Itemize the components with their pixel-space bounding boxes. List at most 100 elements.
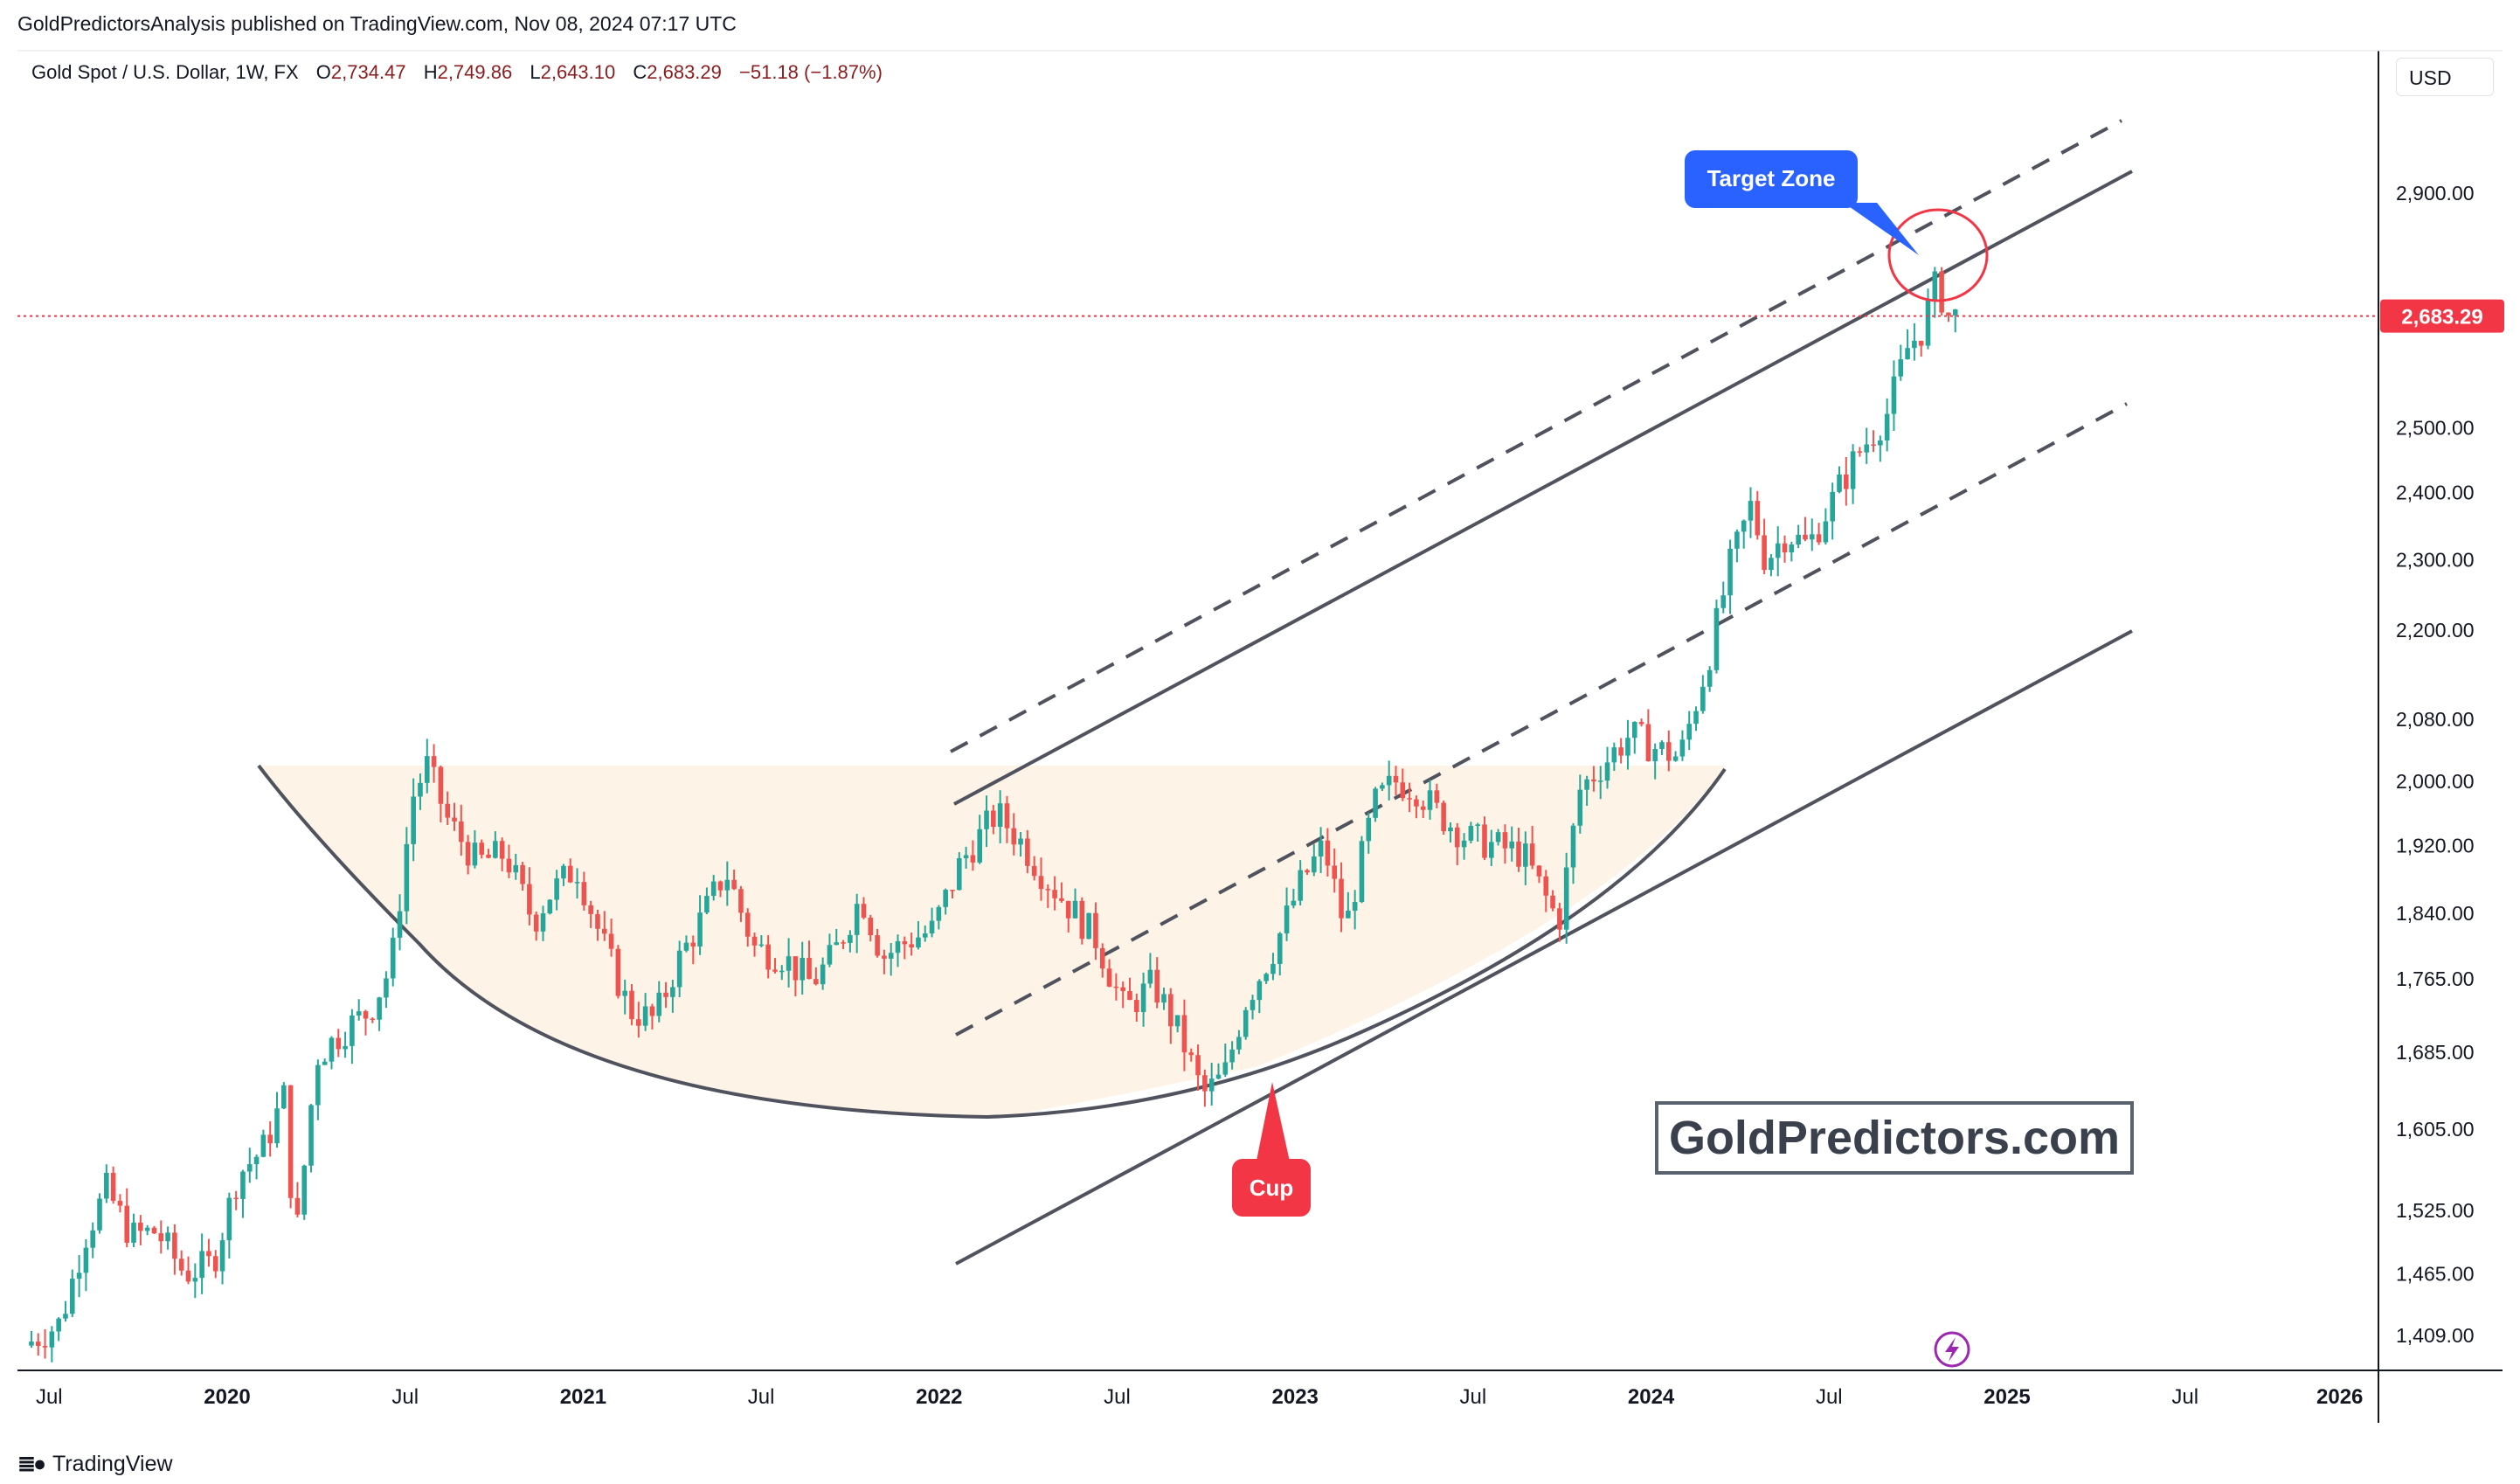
candle-up [683,942,689,951]
candle-up [1925,300,1931,346]
candle-up [1775,543,1781,558]
low-value: 2,643.10 [540,61,616,83]
candle-up [1830,491,1835,522]
candle-up [1222,1062,1229,1075]
candle-up [1611,747,1617,763]
candle-down [1536,865,1542,877]
candle-down [581,882,587,905]
lightning-icon[interactable] [1934,1331,1970,1368]
candle-down [431,756,437,767]
candle-up [820,964,826,985]
candle-up [418,782,423,797]
candle-down [1004,803,1010,829]
currency-selector[interactable]: USD [2396,58,2494,96]
candle-down [1065,900,1071,919]
candle-up [1686,724,1693,740]
candle-up [1373,788,1378,818]
candle-up [1679,739,1686,757]
candle-down [1618,747,1623,756]
candle-down [1803,534,1808,540]
candle-up [1311,856,1317,873]
candle-up [1734,531,1740,549]
candle-down [1059,898,1064,901]
candle-up [1878,440,1883,446]
candle-down [117,1200,123,1206]
time-tick-label: Jul [391,1385,419,1409]
price-tick-label: 2,400.00 [2396,482,2475,504]
candle-up [1905,348,1910,360]
price-axis[interactable]: 2,900.00 2,500.00 2,400.00 2,300.00 2,200.00… [2396,182,2475,1347]
candle-up [977,829,983,863]
candle-down [588,905,593,914]
time-tick-label: Jul [2171,1385,2198,1409]
candle-down [287,1085,294,1198]
candle-down [567,865,573,883]
candle-down [1038,876,1044,890]
candle-up [377,997,382,1020]
candle-down [970,855,976,863]
watermark-text: GoldPredictors.com [1669,1112,2120,1164]
candle-down [595,913,600,929]
candle-down [233,1197,239,1200]
candle-up [642,1006,648,1026]
candle-up [1850,451,1856,489]
candle-up [963,855,969,859]
candle-down [486,854,491,858]
price-tick-label: 1,840.00 [2396,902,2475,925]
cup-curve [257,764,1727,1120]
candle-down [1550,895,1555,909]
candle-up [281,1085,287,1109]
time-tick-label: Jul [1816,1385,1843,1409]
candle-up [253,1156,260,1165]
candle-down [445,803,451,818]
price-tick-label: 2,300.00 [2396,549,2475,572]
candle-down [1031,865,1037,877]
candle-up [1359,841,1365,903]
candle-down [1339,878,1344,919]
candle-down [527,884,532,915]
candle-up [895,940,901,954]
candle-down [1052,890,1057,898]
time-tick-label: 2020 [204,1385,250,1409]
candle-down [206,1251,211,1257]
candle-up [676,950,682,988]
candle-up [240,1171,246,1199]
candle-up [472,843,478,866]
candle-down [533,914,539,932]
candle-up [1577,789,1583,826]
time-tick-label: 2023 [1272,1385,1319,1409]
candle-up [704,896,710,913]
candle-down [882,955,887,959]
candle-down [1202,1075,1208,1092]
candle-down [601,928,607,934]
candle-up [1236,1037,1242,1050]
candle-up [1864,444,1870,453]
candle-down [1782,543,1788,553]
time-tick-label: 2024 [1628,1385,1675,1409]
tradingview-logo-icon: ≣● [17,1452,46,1476]
candle-down [1079,900,1085,940]
candle-up [943,890,948,907]
time-axis[interactable]: Jul 2020 Jul 2021 Jul 2022 Jul 2023 Jul 2024 Jul 20… [36,1385,2363,1409]
candle-up [724,879,730,891]
candle-down [178,1259,184,1271]
channel-upper-dashed-line [950,119,2122,753]
candle-down [158,1233,164,1242]
candle-down [991,810,996,828]
candle-up [1720,595,1727,608]
candle-down [1305,870,1310,873]
candle-up [390,937,396,979]
candle-up [1298,870,1303,901]
candle-up [1174,1015,1180,1027]
tradingview-logo[interactable]: ≣● TradingView [17,1451,173,1477]
candle-down [793,956,799,981]
candle-up [1380,785,1385,789]
candle-up [1625,738,1630,756]
candle-up [56,1318,61,1332]
symbol-name[interactable]: Gold Spot / U.S. Dollar, 1W, FX [31,61,299,83]
candle-down [717,881,723,891]
candle-up [411,796,416,844]
candle-down [294,1197,301,1215]
candle-up [1837,474,1842,492]
